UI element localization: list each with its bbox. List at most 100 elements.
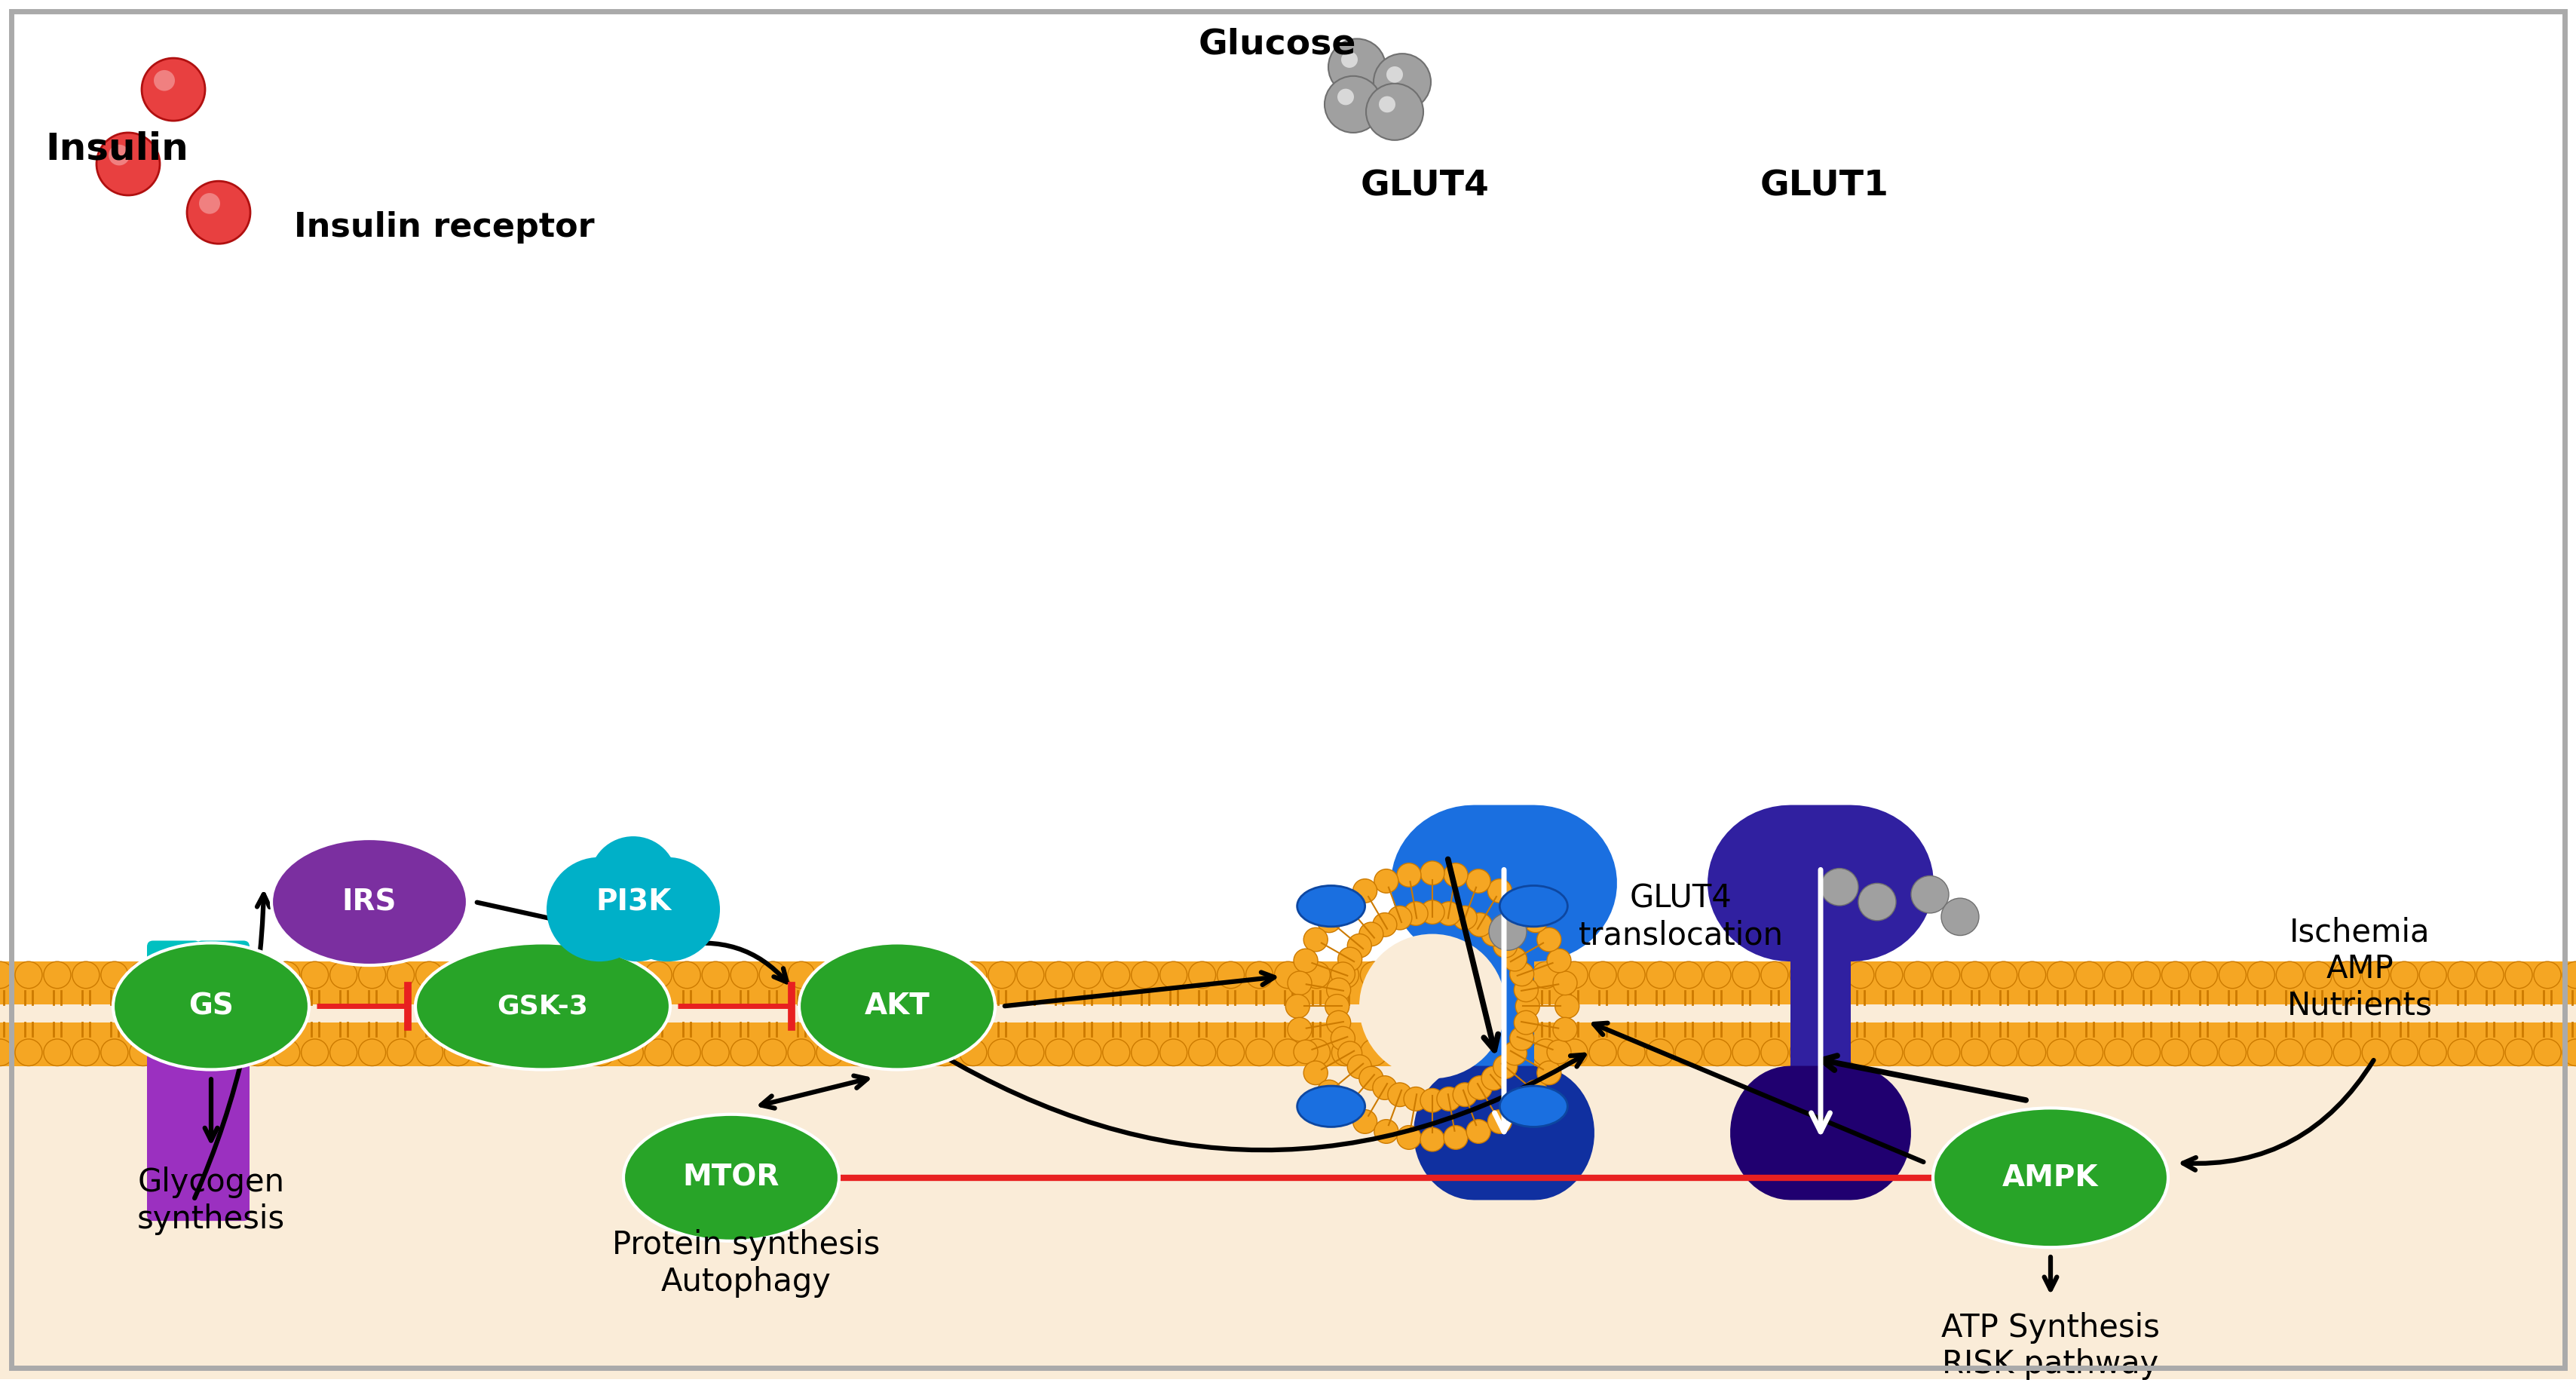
Circle shape bbox=[188, 181, 250, 244]
Circle shape bbox=[2506, 1039, 2532, 1066]
Circle shape bbox=[1762, 1039, 1788, 1066]
Circle shape bbox=[817, 1039, 842, 1066]
Circle shape bbox=[1332, 963, 1355, 986]
Circle shape bbox=[1419, 1127, 1445, 1151]
Circle shape bbox=[1819, 1039, 1844, 1066]
Circle shape bbox=[1327, 1010, 1350, 1035]
Circle shape bbox=[1347, 1055, 1370, 1078]
Circle shape bbox=[845, 961, 873, 989]
Circle shape bbox=[2447, 1039, 2476, 1066]
Circle shape bbox=[1388, 1039, 1417, 1066]
Circle shape bbox=[1046, 1039, 1072, 1066]
Circle shape bbox=[598, 884, 677, 961]
Circle shape bbox=[1360, 1039, 1388, 1066]
Circle shape bbox=[2334, 961, 2360, 989]
Circle shape bbox=[2506, 961, 2532, 989]
Circle shape bbox=[1502, 947, 1528, 971]
Circle shape bbox=[546, 857, 652, 961]
Ellipse shape bbox=[1932, 1108, 2169, 1247]
Circle shape bbox=[157, 961, 185, 989]
Circle shape bbox=[2391, 961, 2419, 989]
Circle shape bbox=[1548, 949, 1571, 972]
Circle shape bbox=[1875, 961, 1904, 989]
Circle shape bbox=[1476, 1039, 1502, 1066]
Circle shape bbox=[1504, 961, 1530, 989]
Circle shape bbox=[1489, 914, 1528, 950]
FancyArrowPatch shape bbox=[1005, 972, 1275, 1006]
Circle shape bbox=[1553, 971, 1577, 995]
Text: Glycogen
synthesis: Glycogen synthesis bbox=[137, 1166, 286, 1235]
Circle shape bbox=[1443, 864, 1468, 887]
Circle shape bbox=[2476, 961, 2504, 989]
Circle shape bbox=[142, 59, 206, 121]
Circle shape bbox=[1316, 908, 1342, 932]
Circle shape bbox=[1762, 961, 1788, 989]
Circle shape bbox=[1561, 1039, 1587, 1066]
Circle shape bbox=[1018, 1039, 1043, 1066]
Circle shape bbox=[1404, 901, 1427, 925]
Circle shape bbox=[1561, 961, 1587, 989]
Circle shape bbox=[2419, 961, 2447, 989]
Circle shape bbox=[1404, 1087, 1427, 1110]
Circle shape bbox=[1293, 949, 1319, 972]
Circle shape bbox=[1942, 898, 1978, 936]
Circle shape bbox=[1378, 96, 1396, 113]
Circle shape bbox=[2076, 961, 2102, 989]
Circle shape bbox=[2535, 1039, 2561, 1066]
Circle shape bbox=[1510, 1027, 1533, 1050]
Circle shape bbox=[703, 1039, 729, 1066]
Circle shape bbox=[2306, 961, 2331, 989]
Circle shape bbox=[2190, 961, 2218, 989]
Circle shape bbox=[1481, 1066, 1504, 1091]
Circle shape bbox=[2419, 1039, 2447, 1066]
Circle shape bbox=[245, 961, 270, 989]
Circle shape bbox=[1188, 1039, 1216, 1066]
Circle shape bbox=[446, 961, 471, 989]
Circle shape bbox=[0, 961, 13, 989]
Circle shape bbox=[72, 961, 100, 989]
Ellipse shape bbox=[1298, 886, 1365, 926]
Ellipse shape bbox=[1298, 1085, 1365, 1127]
Ellipse shape bbox=[415, 943, 670, 1070]
FancyArrowPatch shape bbox=[672, 943, 786, 982]
Circle shape bbox=[15, 961, 41, 989]
FancyArrowPatch shape bbox=[477, 903, 569, 926]
Text: GS: GS bbox=[188, 992, 234, 1021]
Text: GLUT1: GLUT1 bbox=[1759, 169, 1888, 204]
Circle shape bbox=[1275, 1039, 1301, 1066]
Circle shape bbox=[1468, 912, 1492, 936]
Circle shape bbox=[2218, 961, 2246, 989]
Circle shape bbox=[15, 1039, 41, 1066]
Circle shape bbox=[1437, 901, 1461, 925]
Circle shape bbox=[1373, 912, 1396, 936]
Circle shape bbox=[1324, 995, 1350, 1018]
Circle shape bbox=[1288, 971, 1311, 995]
Ellipse shape bbox=[1499, 1085, 1569, 1127]
Circle shape bbox=[157, 1039, 185, 1066]
Circle shape bbox=[1703, 1039, 1731, 1066]
Circle shape bbox=[2020, 961, 2045, 989]
Text: GLUT4: GLUT4 bbox=[1360, 169, 1489, 204]
Circle shape bbox=[95, 133, 160, 195]
Circle shape bbox=[1489, 1109, 1512, 1134]
Circle shape bbox=[1332, 1027, 1355, 1050]
Circle shape bbox=[1303, 1062, 1327, 1085]
Circle shape bbox=[1419, 900, 1445, 923]
Circle shape bbox=[1337, 89, 1355, 105]
Circle shape bbox=[1847, 961, 1873, 989]
Bar bbox=[0, 1004, 2576, 1023]
Circle shape bbox=[732, 1039, 757, 1066]
Circle shape bbox=[873, 1039, 902, 1066]
Circle shape bbox=[1285, 995, 1309, 1018]
Circle shape bbox=[44, 961, 70, 989]
Circle shape bbox=[1790, 1039, 1816, 1066]
Circle shape bbox=[1074, 1039, 1100, 1066]
Ellipse shape bbox=[1499, 886, 1569, 926]
Circle shape bbox=[1386, 67, 1404, 82]
Circle shape bbox=[415, 1039, 443, 1066]
Circle shape bbox=[0, 1039, 13, 1066]
Circle shape bbox=[1443, 1126, 1468, 1149]
Circle shape bbox=[129, 961, 157, 989]
Circle shape bbox=[1324, 77, 1381, 133]
Circle shape bbox=[902, 961, 930, 989]
